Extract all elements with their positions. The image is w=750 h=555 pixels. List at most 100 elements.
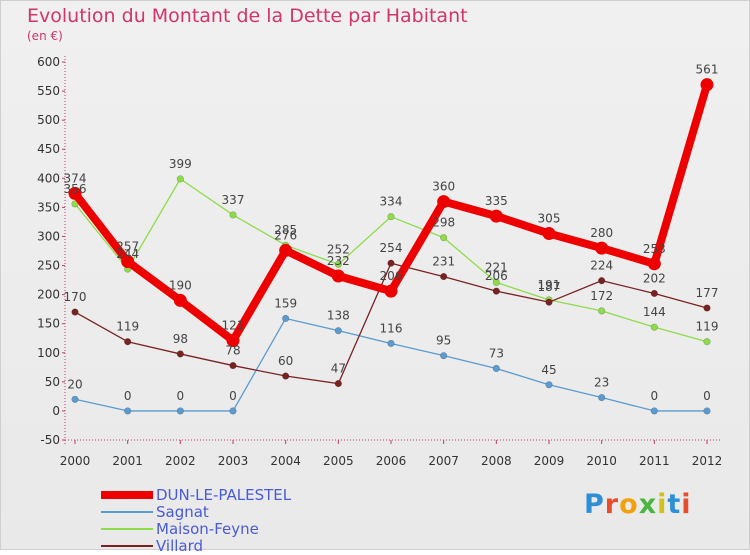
data-point [229,407,237,415]
data-point [437,195,451,209]
data-label: 172 [590,289,613,303]
data-label: 170 [64,290,87,304]
y-tick-label: 250 [37,259,60,273]
data-label: 335 [485,194,508,208]
data-label: 244 [116,247,139,261]
x-tick-label: 2010 [586,454,617,468]
data-label: 95 [436,334,451,348]
legend-label: DUN-LE-PALESTEL [156,486,292,504]
data-label: 206 [485,269,508,283]
data-label: 60 [278,354,293,368]
series-maison-feyne [71,175,711,346]
data-label: 399 [169,157,192,171]
y-tick-label: 350 [37,200,60,214]
data-point [173,293,187,307]
data-label: 252 [327,242,350,256]
chart-title: Evolution du Montant de la Dette par Hab… [27,5,468,27]
data-point [226,334,240,348]
data-point [647,257,661,271]
x-tick-label: 2003 [218,454,249,468]
data-label: 23 [594,376,609,390]
data-label: 45 [541,363,556,377]
data-label: 224 [590,259,613,273]
data-label: 360 [432,180,455,194]
data-label: 280 [590,226,613,240]
y-tick-label: 400 [37,171,60,185]
data-label: 138 [327,309,350,323]
proxiti-logo: Proxiti [584,489,692,520]
data-label: 254 [380,241,403,255]
legend-label: Sagnat [156,503,209,521]
data-point [282,314,290,323]
data-label: 190 [169,278,192,292]
data-point [387,339,395,348]
y-tick-label: 550 [37,84,60,98]
data-point [387,213,395,221]
data-label: 119 [696,320,719,334]
data-point [598,393,606,402]
y-tick-label: 100 [37,346,60,360]
data-label: 298 [432,216,455,230]
data-label: 116 [380,321,403,335]
logo-letter: o [619,489,639,520]
legend-label: Villard [156,537,204,555]
x-tick-label: 2002 [165,454,196,468]
series-villard [71,259,711,388]
y-tick-label: 200 [37,288,60,302]
chart-axes [64,56,721,444]
data-label: 257 [116,239,139,253]
data-point [68,186,82,200]
legend-swatch [101,491,153,499]
data-point [703,338,711,346]
logo-letter: i [657,489,668,520]
data-label: 305 [538,212,561,226]
series-layer [68,78,714,415]
data-point [124,338,132,346]
data-point [650,407,658,415]
data-point [279,243,293,257]
data-label: 0 [703,389,711,403]
data-point [282,372,290,380]
x-tick-label: 2009 [534,454,565,468]
series-dun-le-palestel [68,78,714,348]
data-label: 20 [67,377,82,391]
y-tick-label: -50 [40,433,60,447]
data-point [440,234,448,242]
x-tick-label: 2012 [692,454,723,468]
data-point [650,323,658,331]
data-point [545,298,553,306]
data-label: 221 [485,260,508,274]
x-tick-label: 2008 [481,454,512,468]
data-label: 121 [222,319,245,333]
data-label: 232 [327,254,350,268]
data-point [334,327,342,335]
data-point [176,175,184,183]
data-label: 0 [651,389,659,403]
series-sagnat [71,314,711,415]
y-tick-label: 300 [37,229,60,243]
x-tick-label: 2004 [270,454,301,468]
data-label: 334 [380,195,403,209]
data-label: 144 [643,305,666,319]
y-tick-labels: -50 0 50 100 150 200 250 300 350 400 450 500 550 600 [37,55,65,447]
data-label: 356 [64,182,87,196]
data-point [545,381,553,389]
data-point [334,260,342,268]
logo-letter: x [638,489,658,520]
logo-letter: i [681,489,692,520]
x-tick-label: 2006 [376,454,407,468]
data-point [492,364,500,373]
y-tick-label: 50 [45,375,60,389]
data-point [595,241,609,255]
data-point [384,284,398,298]
data-point [542,227,556,241]
data-label: 276 [274,228,297,242]
data-label: 187 [538,280,561,294]
data-point [492,278,500,287]
data-point [176,350,184,358]
data-label: 78 [225,344,240,358]
data-point [176,407,184,415]
y-tick-label: 150 [37,317,60,331]
data-label: 191 [538,278,561,292]
data-point [598,277,606,285]
